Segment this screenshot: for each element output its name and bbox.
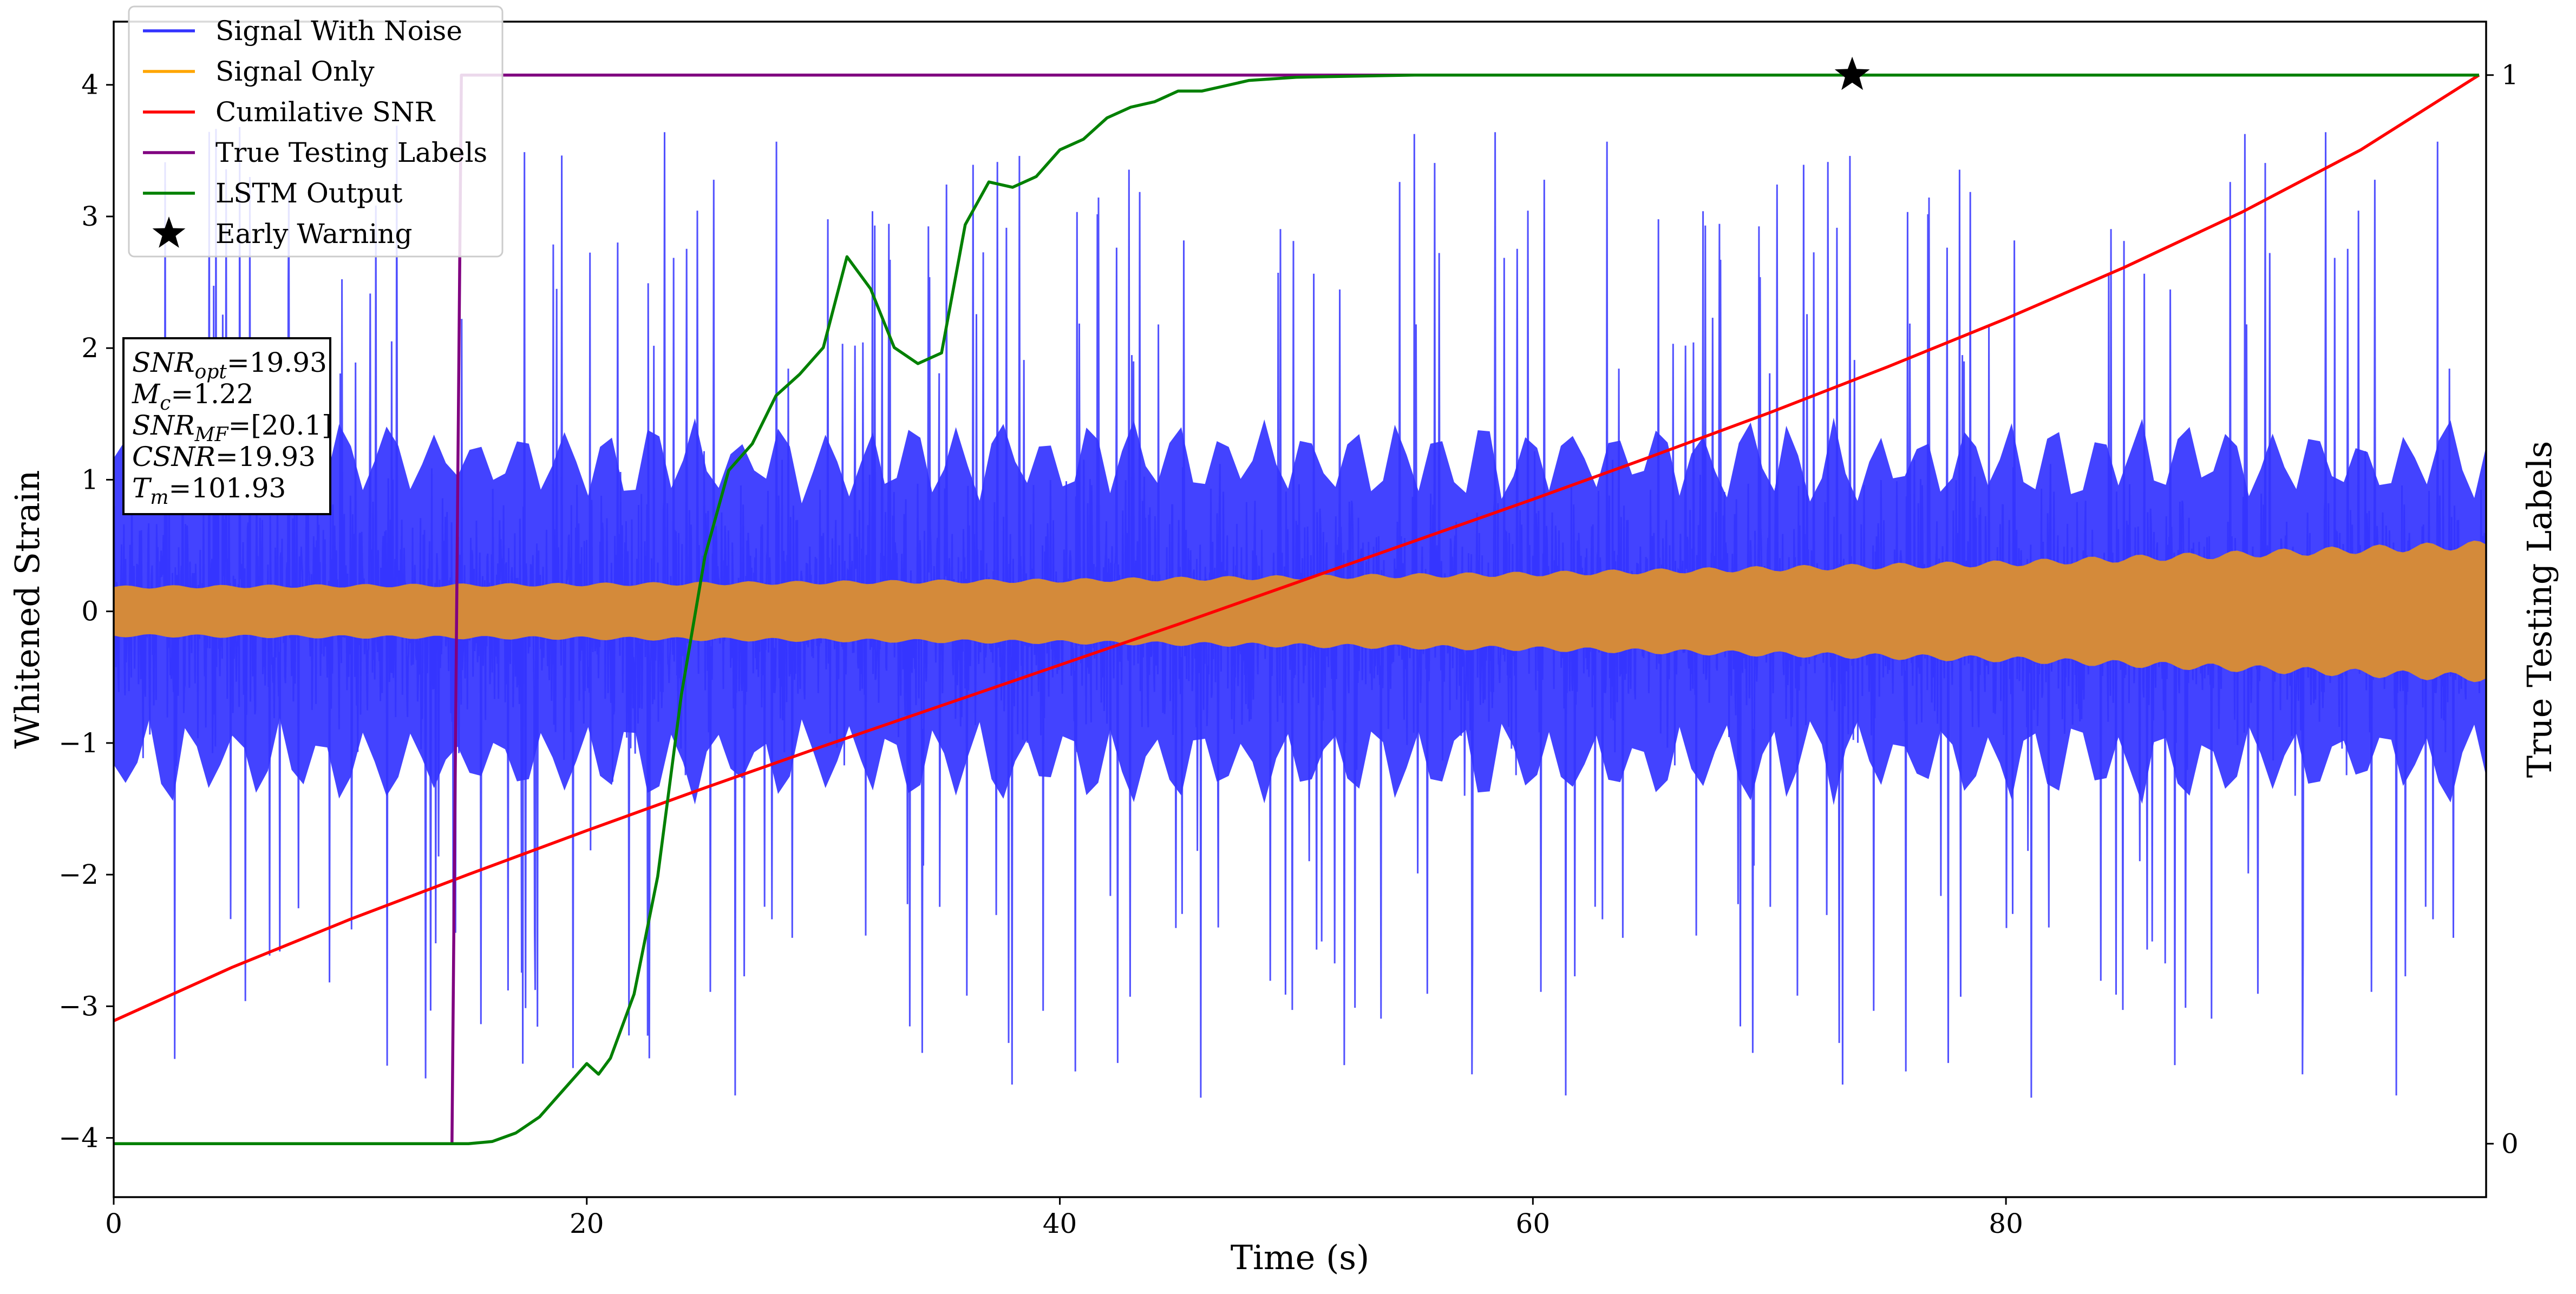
signal-only-band [114,540,2486,682]
markers [1834,56,1870,90]
x-tick-label: 60 [1516,1208,1551,1239]
legend-label: Cumilative SNR [215,96,435,128]
y-tick-label: −1 [58,727,99,759]
y-tick-label: −3 [58,990,99,1022]
info-box-frame [122,337,331,515]
legend-label: Early Warning [215,218,413,249]
info-box-line: Mc=1.22 [132,378,254,415]
y-axis-label: Whitened Strain [8,470,47,749]
legend-box [128,5,504,258]
cumilative-snr-line [114,74,2480,1022]
y-tick-label: −2 [58,859,99,890]
legend-label: True Testing Labels [215,137,487,168]
y-axis-ticks: −4 −3 −2 −1 0 1 2 3 4 [58,69,114,1154]
legend-label: Signal With Noise [215,15,462,47]
legend-star-icon [152,216,186,248]
x-tick-label: 0 [105,1208,122,1239]
series-lines [114,73,2480,1146]
legend-entry: Early Warning [152,216,413,249]
y-tick-label: 4 [81,69,99,101]
y2-axis-label: True Testing Labels [2520,441,2559,778]
info-box: SNRopt=19.93Mc=1.22SNRMF=[20.1]CSNR=19.9… [122,337,332,515]
legend-label: Signal Only [215,56,375,87]
y2-axis-ticks: 01 [2486,60,2519,1159]
y-tick-label: −4 [58,1122,99,1154]
plot-area [114,56,2486,1146]
axes-frame [113,21,2487,1198]
y2-tick-label: 0 [2501,1128,2519,1159]
y-tick-label: 3 [81,201,99,232]
y-tick-label: 0 [81,596,99,627]
x-axis-ticks: 0 20 40 60 80 [105,1197,2023,1239]
y-tick-label: 2 [81,332,99,364]
legend-entry: Signal With Noise [143,15,462,47]
lstm-output-line [114,73,2479,1146]
legend-entry: Cumilative SNR [143,96,435,128]
x-axis-label: Time (s) [1231,1238,1370,1277]
info-box-line: SNRMF=[20.1] [132,410,332,446]
x-tick-label: 20 [570,1208,604,1239]
legend-entry: True Testing Labels [143,137,487,168]
legend-entry: LSTM Output [143,178,402,209]
x-tick-label: 80 [1989,1208,2023,1239]
y2-tick-label: 1 [2501,60,2519,91]
info-box-line: Tm=101.93 [132,472,286,509]
x-tick-label: 40 [1043,1208,1077,1239]
info-box-line: SNRopt=19.93 [132,347,327,383]
y-tick-label: 1 [81,464,99,495]
legend: Signal With Noise Signal Only Cumilative S… [128,5,504,258]
info-box-line: CSNR=19.93 [132,441,316,472]
legend-label: LSTM Output [215,178,402,209]
series-signal-only [114,540,2486,682]
legend-entry: Signal Only [143,56,375,87]
early-warning-marker [1834,56,1870,90]
